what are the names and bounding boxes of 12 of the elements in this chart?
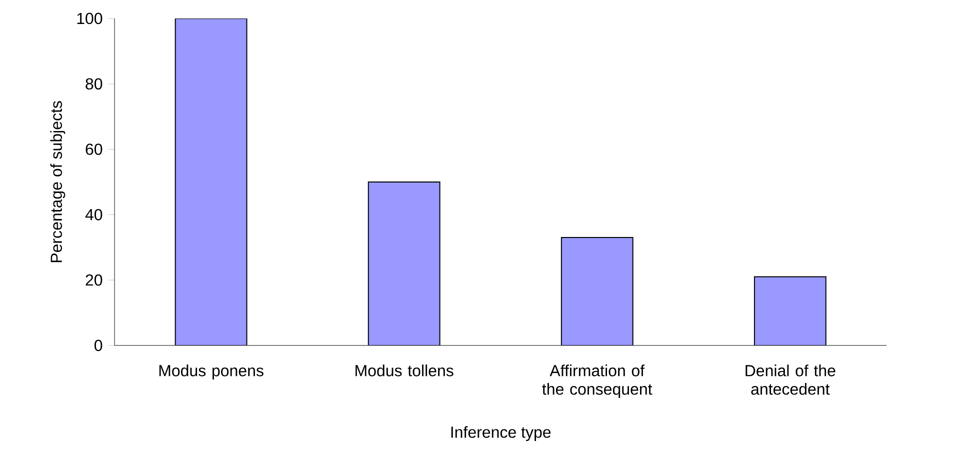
x-tick-label: Modus tollens (356, 364, 454, 376)
y-tick-label: 100 (77, 12, 102, 24)
x-axis-title: Inference type (451, 426, 551, 442)
x-tick-label: Affirmation of the consequent (542, 364, 652, 398)
x-tick-label: Denial of the antecedent (746, 364, 836, 395)
y-tick-label: 80 (86, 78, 102, 90)
y-tick-label: 60 (86, 144, 102, 155)
y-tick-label: 0 (94, 340, 102, 352)
y-tick-label: 40 (85, 208, 102, 220)
y-axis-title: Percentage of subjects (50, 101, 66, 262)
y-tick-label: 20 (86, 274, 102, 286)
x-tick-label: Modus ponens (159, 364, 264, 380)
